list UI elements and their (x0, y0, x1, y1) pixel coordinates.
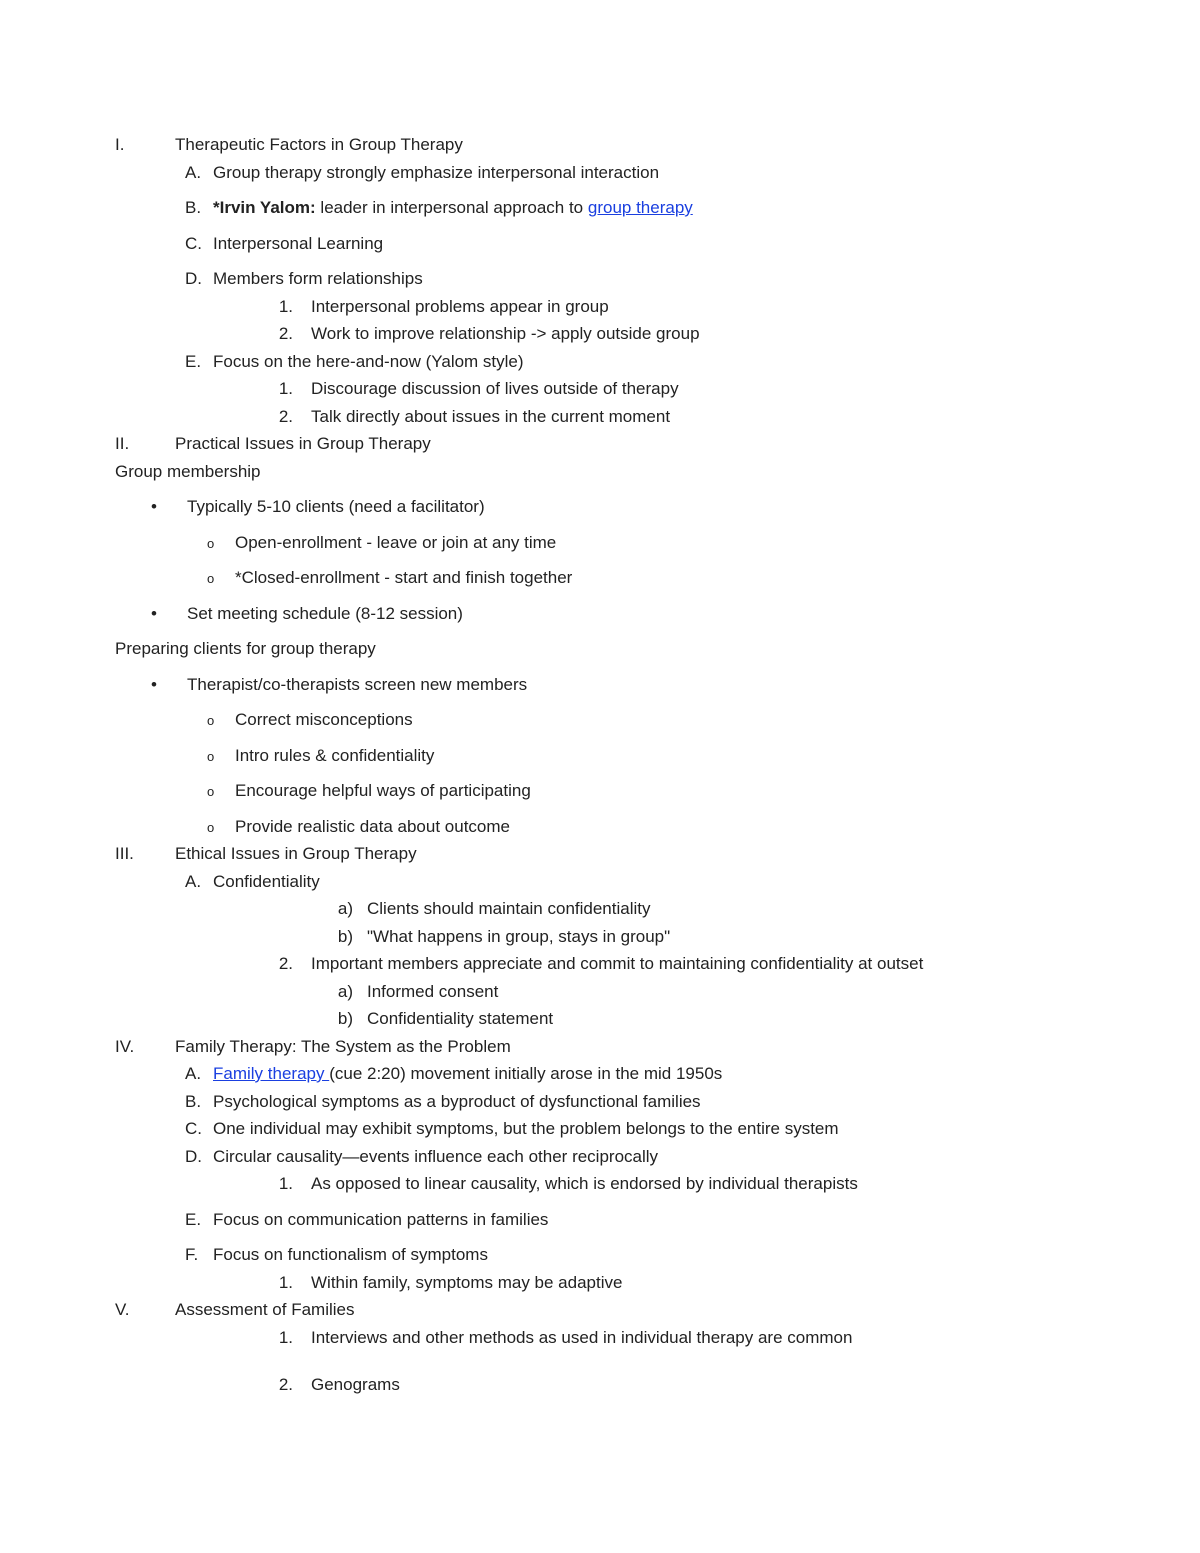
item-III-A-b: b) "What happens in group, stays in grou… (115, 924, 1085, 950)
item-I-C: C. Interpersonal Learning (115, 231, 1085, 257)
heading-II: II. Practical Issues in Group Therapy (115, 431, 1085, 457)
item-I-D-2: 2. Work to improve relationship -> apply… (115, 321, 1085, 347)
item-IV-A: A. Family therapy (cue 2:20) movement in… (115, 1061, 1085, 1087)
title-III: Ethical Issues in Group Therapy (175, 841, 1085, 867)
item-I-E-2: 2. Talk directly about issues in the cur… (115, 404, 1085, 430)
title-V: Assessment of Families (175, 1297, 1085, 1323)
item-I-B: B. *Irvin Yalom: leader in interpersonal… (115, 195, 1085, 221)
letter-F: F. (185, 1242, 213, 1268)
title-II: Practical Issues in Group Therapy (175, 431, 1085, 457)
item-IV-C: C. One individual may exhibit symptoms, … (115, 1116, 1085, 1142)
item-III-2: 2. Important members appreciate and comm… (115, 951, 1085, 977)
letter-A: A. (185, 160, 213, 186)
letter-B: B. (185, 195, 213, 221)
letter-D: D. (185, 266, 213, 292)
subbullet-outcome: Provide realistic data about outcome (115, 814, 1085, 840)
item-III-2-a: a) Informed consent (115, 979, 1085, 1005)
item-I-E-1: 1. Discourage discussion of lives outsid… (115, 376, 1085, 402)
item-IV-B: B. Psychological symptoms as a byproduct… (115, 1089, 1085, 1115)
item-IV-F: F. Focus on functionalism of symptoms (115, 1242, 1085, 1268)
letter-E: E. (185, 349, 213, 375)
letter-B: B. (185, 1089, 213, 1115)
item-III-2-b: b) Confidentiality statement (115, 1006, 1085, 1032)
item-IV-E: E. Focus on communication patterns in fa… (115, 1207, 1085, 1233)
item-IV-F-1: 1. Within family, symptoms may be adapti… (115, 1270, 1085, 1296)
item-I-A: A. Group therapy strongly emphasize inte… (115, 160, 1085, 186)
item-I-D: D. Members form relationships (115, 266, 1085, 292)
bullet-screen-members: Therapist/co-therapists screen new membe… (115, 672, 1085, 698)
heading-V: V. Assessment of Families (115, 1297, 1085, 1323)
emphasis-yalom: *Irvin Yalom: (213, 198, 316, 217)
roman-V: V. (115, 1297, 175, 1323)
letter-E: E. (185, 1207, 213, 1233)
bullet-clients: Typically 5-10 clients (need a facilitat… (115, 494, 1085, 520)
title-I: Therapeutic Factors in Group Therapy (175, 132, 1085, 158)
letter-C: C. (185, 231, 213, 257)
letter-A: A. (185, 869, 213, 895)
link-family-therapy[interactable]: Family therapy (213, 1064, 329, 1083)
heading-IV: IV. Family Therapy: The System as the Pr… (115, 1034, 1085, 1060)
link-group-therapy[interactable]: group therapy (588, 198, 693, 217)
roman-III: III. (115, 841, 175, 867)
roman-II: II. (115, 431, 175, 457)
item-V-1: 1. Interviews and other methods as used … (115, 1325, 1085, 1351)
item-V-2: 2. Genograms (115, 1372, 1085, 1398)
document-page: I. Therapeutic Factors in Group Therapy … (0, 0, 1200, 1553)
bullet-schedule: Set meeting schedule (8-12 session) (115, 601, 1085, 627)
heading-III: III. Ethical Issues in Group Therapy (115, 841, 1085, 867)
title-IV: Family Therapy: The System as the Proble… (175, 1034, 1085, 1060)
item-IV-D-1: 1. As opposed to linear causality, which… (115, 1171, 1085, 1197)
letter-D: D. (185, 1144, 213, 1170)
letter-A: A. (185, 1061, 213, 1087)
roman-I: I. (115, 132, 175, 158)
subhead-preparing-clients: Preparing clients for group therapy (115, 636, 1085, 662)
item-I-E: E. Focus on the here-and-now (Yalom styl… (115, 349, 1085, 375)
subbullet-rules: Intro rules & confidentiality (115, 743, 1085, 769)
item-III-A-a: a) Clients should maintain confidentiali… (115, 896, 1085, 922)
heading-I: I. Therapeutic Factors in Group Therapy (115, 132, 1085, 158)
roman-IV: IV. (115, 1034, 175, 1060)
subbullet-open-enrollment: Open-enrollment - leave or join at any t… (115, 530, 1085, 556)
subhead-group-membership: Group membership (115, 459, 1085, 485)
subbullet-misconceptions: Correct misconceptions (115, 707, 1085, 733)
subbullet-closed-enrollment: *Closed-enrollment - start and finish to… (115, 565, 1085, 591)
item-III-A: A. Confidentiality (115, 869, 1085, 895)
subbullet-participating: Encourage helpful ways of participating (115, 778, 1085, 804)
letter-C: C. (185, 1116, 213, 1142)
item-IV-D: D. Circular causality—events influence e… (115, 1144, 1085, 1170)
item-I-D-1: 1. Interpersonal problems appear in grou… (115, 294, 1085, 320)
